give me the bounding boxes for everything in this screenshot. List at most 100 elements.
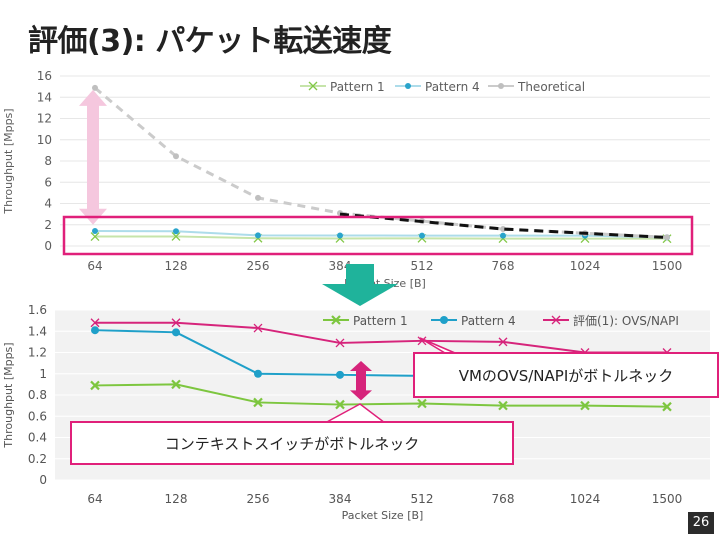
data-point <box>90 380 100 391</box>
callout-context-switch-text: コンテキストスイッチがボトルネック <box>164 434 420 453</box>
y-tick-label: 0.8 <box>28 388 47 402</box>
data-point <box>662 401 672 412</box>
y-tick-label: 14 <box>37 90 52 104</box>
data-point <box>253 397 263 408</box>
data-point <box>173 153 179 160</box>
data-point <box>172 328 180 337</box>
data-point <box>417 336 427 346</box>
x-tick-label: 256 <box>247 492 270 506</box>
data-point <box>498 337 508 347</box>
data-point <box>419 232 425 239</box>
series-line <box>95 321 667 354</box>
x-tick-label: 768 <box>492 492 515 506</box>
y-tick-label: 1.6 <box>28 303 47 317</box>
dashed-trend-line <box>339 212 668 239</box>
data-point <box>335 338 345 348</box>
x-tick-label: 1024 <box>570 259 601 273</box>
data-point <box>253 323 263 333</box>
x-tick-label: 512 <box>411 259 434 273</box>
y-tick-label: 0.6 <box>28 409 47 423</box>
data-point <box>90 232 100 242</box>
x-tick-label: 384 <box>329 259 352 273</box>
legend-marker <box>551 315 561 325</box>
y-axis-label: Throughput [Mpps] <box>2 342 15 448</box>
cs-arrow-head-down <box>350 390 372 401</box>
y-tick-label: 2 <box>44 218 52 232</box>
data-point <box>500 232 506 239</box>
data-point <box>498 400 508 411</box>
zoom-arrow-head <box>322 284 398 306</box>
x-tick-label: 1500 <box>652 492 683 506</box>
data-point <box>171 318 181 328</box>
x-tick-label: 128 <box>165 492 188 506</box>
top-chart: 0 2 4 6 8 10 12 14 16 64 128 256 384 512 768 1024 1500 Th… <box>2 69 710 290</box>
legend-label: Pattern 4 <box>461 314 516 328</box>
data-point <box>171 379 181 390</box>
legend-label: Pattern 1 <box>353 314 408 328</box>
gap-arrow-shaft <box>87 103 99 211</box>
y-tick-label: 0.2 <box>28 452 47 466</box>
y-tick-label: 16 <box>37 69 52 83</box>
callout-vm-bottleneck-text: VMのOVS/NAPIがボトルネック <box>458 366 674 385</box>
callout-context-switch: コンテキストスイッチがボトルネック <box>70 421 514 465</box>
x-tick-label: 512 <box>411 492 434 506</box>
y-tick-label: 4 <box>44 197 52 211</box>
data-point <box>337 232 343 239</box>
y-tick-label: 1.4 <box>28 324 47 338</box>
x-tick-label: 768 <box>492 259 515 273</box>
slide-title: 評価(3): パケット転送速度 <box>28 24 392 59</box>
cs-arrow-shaft <box>356 370 366 392</box>
x-tick-label: 256 <box>247 259 270 273</box>
y-tick-label: 0 <box>39 473 47 487</box>
y-tick-label: 8 <box>44 154 52 168</box>
y-tick-label: 1.2 <box>28 346 47 360</box>
x-tick-label: 128 <box>165 259 188 273</box>
legend-label: Theoretical <box>517 80 585 94</box>
annotations <box>62 89 694 424</box>
x-tick-label: 1024 <box>570 492 601 506</box>
series-line <box>94 383 668 408</box>
y-tick-label: 0 <box>44 239 52 253</box>
gap-arrow-head-up <box>79 89 107 106</box>
data-point <box>255 194 261 201</box>
y-axis-label: Throughput [Mpps] <box>2 108 15 214</box>
y-tick-label: 10 <box>37 133 52 147</box>
cs-arrow-head-up <box>350 361 372 371</box>
zoom-arrow-shaft <box>346 264 374 284</box>
legend-label: 評価(1): OVS/NAPI <box>573 313 679 328</box>
legend-marker <box>440 316 448 324</box>
data-point <box>335 399 345 410</box>
x-tick-label: 64 <box>87 492 102 506</box>
y-tick-label: 6 <box>44 175 52 189</box>
series-line <box>94 230 668 239</box>
x-tick-label: 1500 <box>652 259 683 273</box>
highlight-box <box>62 215 694 256</box>
data-point <box>254 369 262 378</box>
y-tick-label: 0.4 <box>28 431 47 445</box>
data-point <box>417 398 427 409</box>
data-point <box>255 232 261 239</box>
page-number: 26 <box>688 512 714 534</box>
legend-label: Pattern 4 <box>425 80 480 94</box>
data-point <box>336 370 344 379</box>
data-point <box>92 84 98 91</box>
data-point <box>92 228 98 235</box>
series-line <box>94 235 668 240</box>
y-tick-label: 12 <box>37 112 52 126</box>
legend-marker <box>405 83 411 89</box>
legend-marker <box>498 83 504 89</box>
data-point <box>90 318 100 328</box>
data-point <box>91 326 99 335</box>
legend-marker <box>308 81 318 91</box>
data-point <box>580 400 590 411</box>
y-tick-label: 1 <box>39 367 47 381</box>
data-point <box>171 231 181 241</box>
data-point <box>664 234 670 241</box>
legend-marker <box>331 315 341 325</box>
callout-vm-bottleneck: VMのOVS/NAPIがボトルネック <box>413 352 719 398</box>
data-point <box>173 228 179 235</box>
x-axis-label: Packet Size [B] <box>342 509 424 522</box>
x-tick-label: 64 <box>87 259 102 273</box>
x-tick-label: 384 <box>329 492 352 506</box>
legend-label: Pattern 1 <box>330 80 385 94</box>
